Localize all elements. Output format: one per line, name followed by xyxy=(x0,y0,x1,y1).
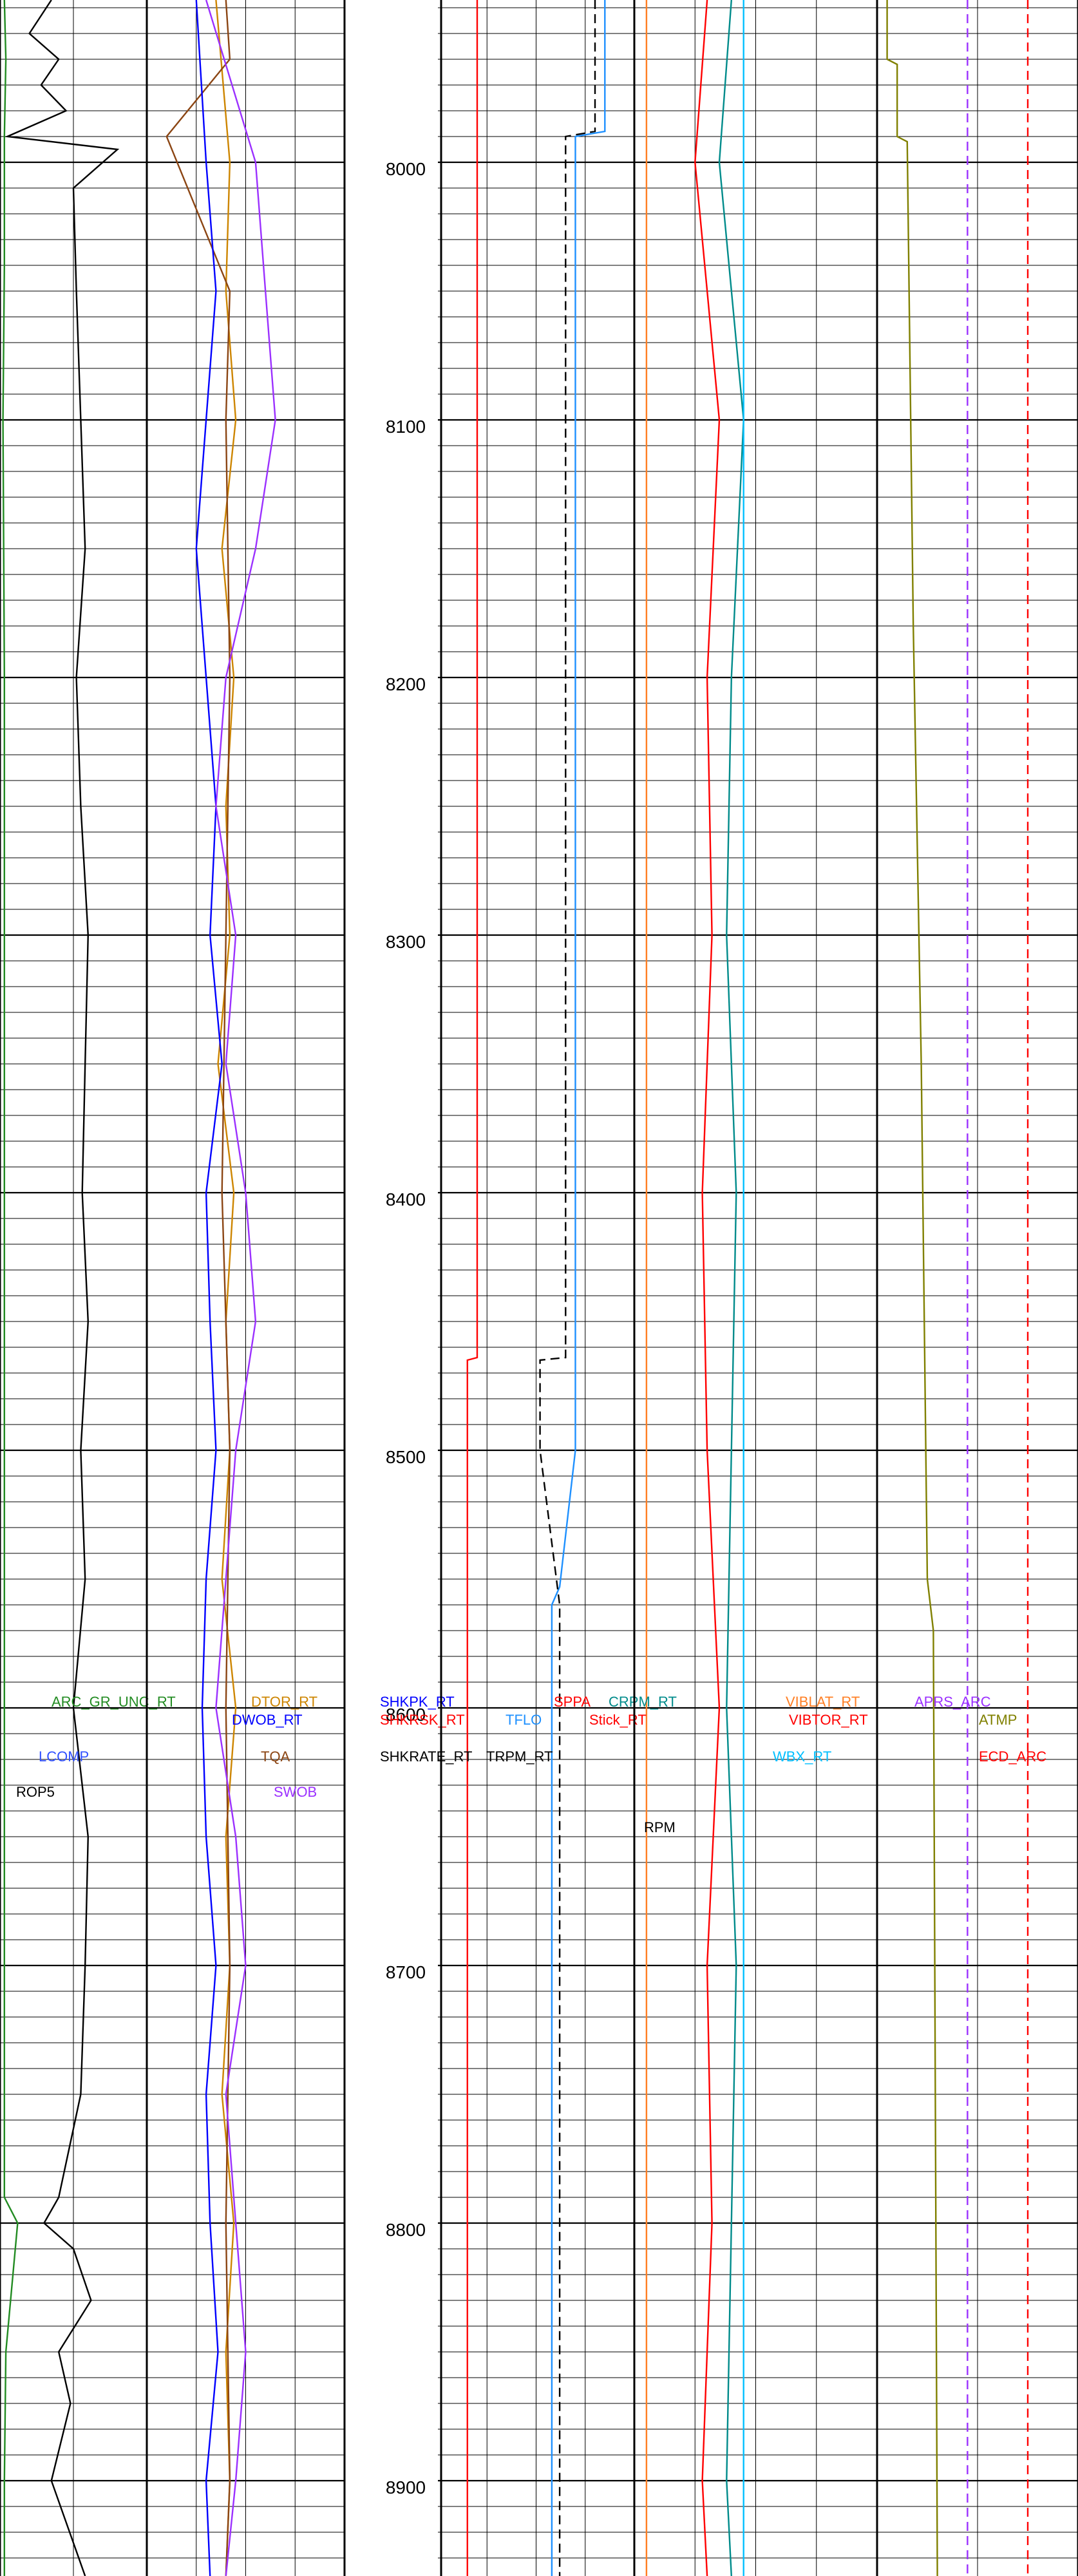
curve-label-sppa: SPPA xyxy=(554,1694,591,1710)
curve-sppa xyxy=(466,0,478,2576)
curve-label-rop5: ROP5 xyxy=(16,1784,55,1800)
depth-tick-label: 8000 xyxy=(386,159,426,179)
curve-label-tqa: TQA xyxy=(261,1748,290,1765)
curve-label-dwob-rt: DWOB_RT xyxy=(232,1712,303,1728)
curve-atmp xyxy=(886,0,938,2576)
curve-labels-layer: ARC_GR_UNC_RT ROP5 LCOMP DTOR_RT TQA DWOB_RT S… xyxy=(16,1694,1046,1835)
curve-rop5 xyxy=(4,0,120,2576)
curve-tflo xyxy=(551,0,606,2576)
depth-tick-label: 8300 xyxy=(386,932,426,952)
curve-label-lcomp: LCOMP xyxy=(39,1748,89,1765)
curve-label-shkpk-rt: SHKPK_RT xyxy=(380,1694,455,1710)
depth-tick-label: 8400 xyxy=(386,1189,426,1209)
curve-swob xyxy=(205,0,276,2576)
curve-label-stick-rt: Stick_RT xyxy=(589,1712,647,1728)
depth-tick-label: 8800 xyxy=(386,2220,426,2240)
curve-label-ecd-arc: ECD_ARC xyxy=(979,1748,1046,1765)
depth-tick-label: 8100 xyxy=(386,417,426,437)
curve-stick-rt xyxy=(694,0,721,2576)
depth-tick-label: 8200 xyxy=(386,674,426,694)
curve-label-trpm-rt: TRPM_RT xyxy=(486,1748,553,1765)
curve-label-arc-gr-unc-rt: ARC_GR_UNC_RT xyxy=(52,1694,176,1710)
curve-trpm-rt xyxy=(539,0,596,2576)
depth-tick-label: 8700 xyxy=(386,1962,426,1982)
curve-label-atmp: ATMP xyxy=(979,1712,1017,1728)
curve-dwob-rt xyxy=(195,0,223,2576)
curve-arc-gr-unc-rt xyxy=(2,0,19,2576)
curve-tqa xyxy=(165,0,231,2576)
curve-label-tflo: TFLO xyxy=(506,1712,542,1728)
curve-label-shkrsk-rt: SHKRSK_RT xyxy=(380,1712,465,1728)
depth-tick-label: 8900 xyxy=(386,2477,426,2497)
depth-tick-label: 8600 xyxy=(386,1705,426,1725)
depth-tick-label: 8500 xyxy=(386,1447,426,1467)
curve-label-dtor-rt: DTOR_RT xyxy=(251,1694,317,1710)
curve-label-rpm: RPM xyxy=(644,1819,676,1835)
curve-label-swob: SWOB xyxy=(274,1784,317,1800)
curve-label-aprs-arc: APRS_ARC xyxy=(914,1694,991,1710)
curve-crpm-rt xyxy=(718,0,744,2576)
curve-label-shkrate-rt: SHKRATE_RT xyxy=(380,1748,472,1765)
curve-label-crpm-rt: CRPM_RT xyxy=(609,1694,677,1710)
curve-label-viblat-rt: VIBLAT_RT xyxy=(786,1694,860,1710)
depth-tick-labels: 8000 8100 8200 8300 8400 8500 8600 8700 8800 8900 xyxy=(386,159,426,2497)
curve-label-wbx-rt: WBX_RT xyxy=(773,1748,831,1765)
curve-label-vibtor-rt: VIBTOR_RT xyxy=(789,1712,868,1728)
